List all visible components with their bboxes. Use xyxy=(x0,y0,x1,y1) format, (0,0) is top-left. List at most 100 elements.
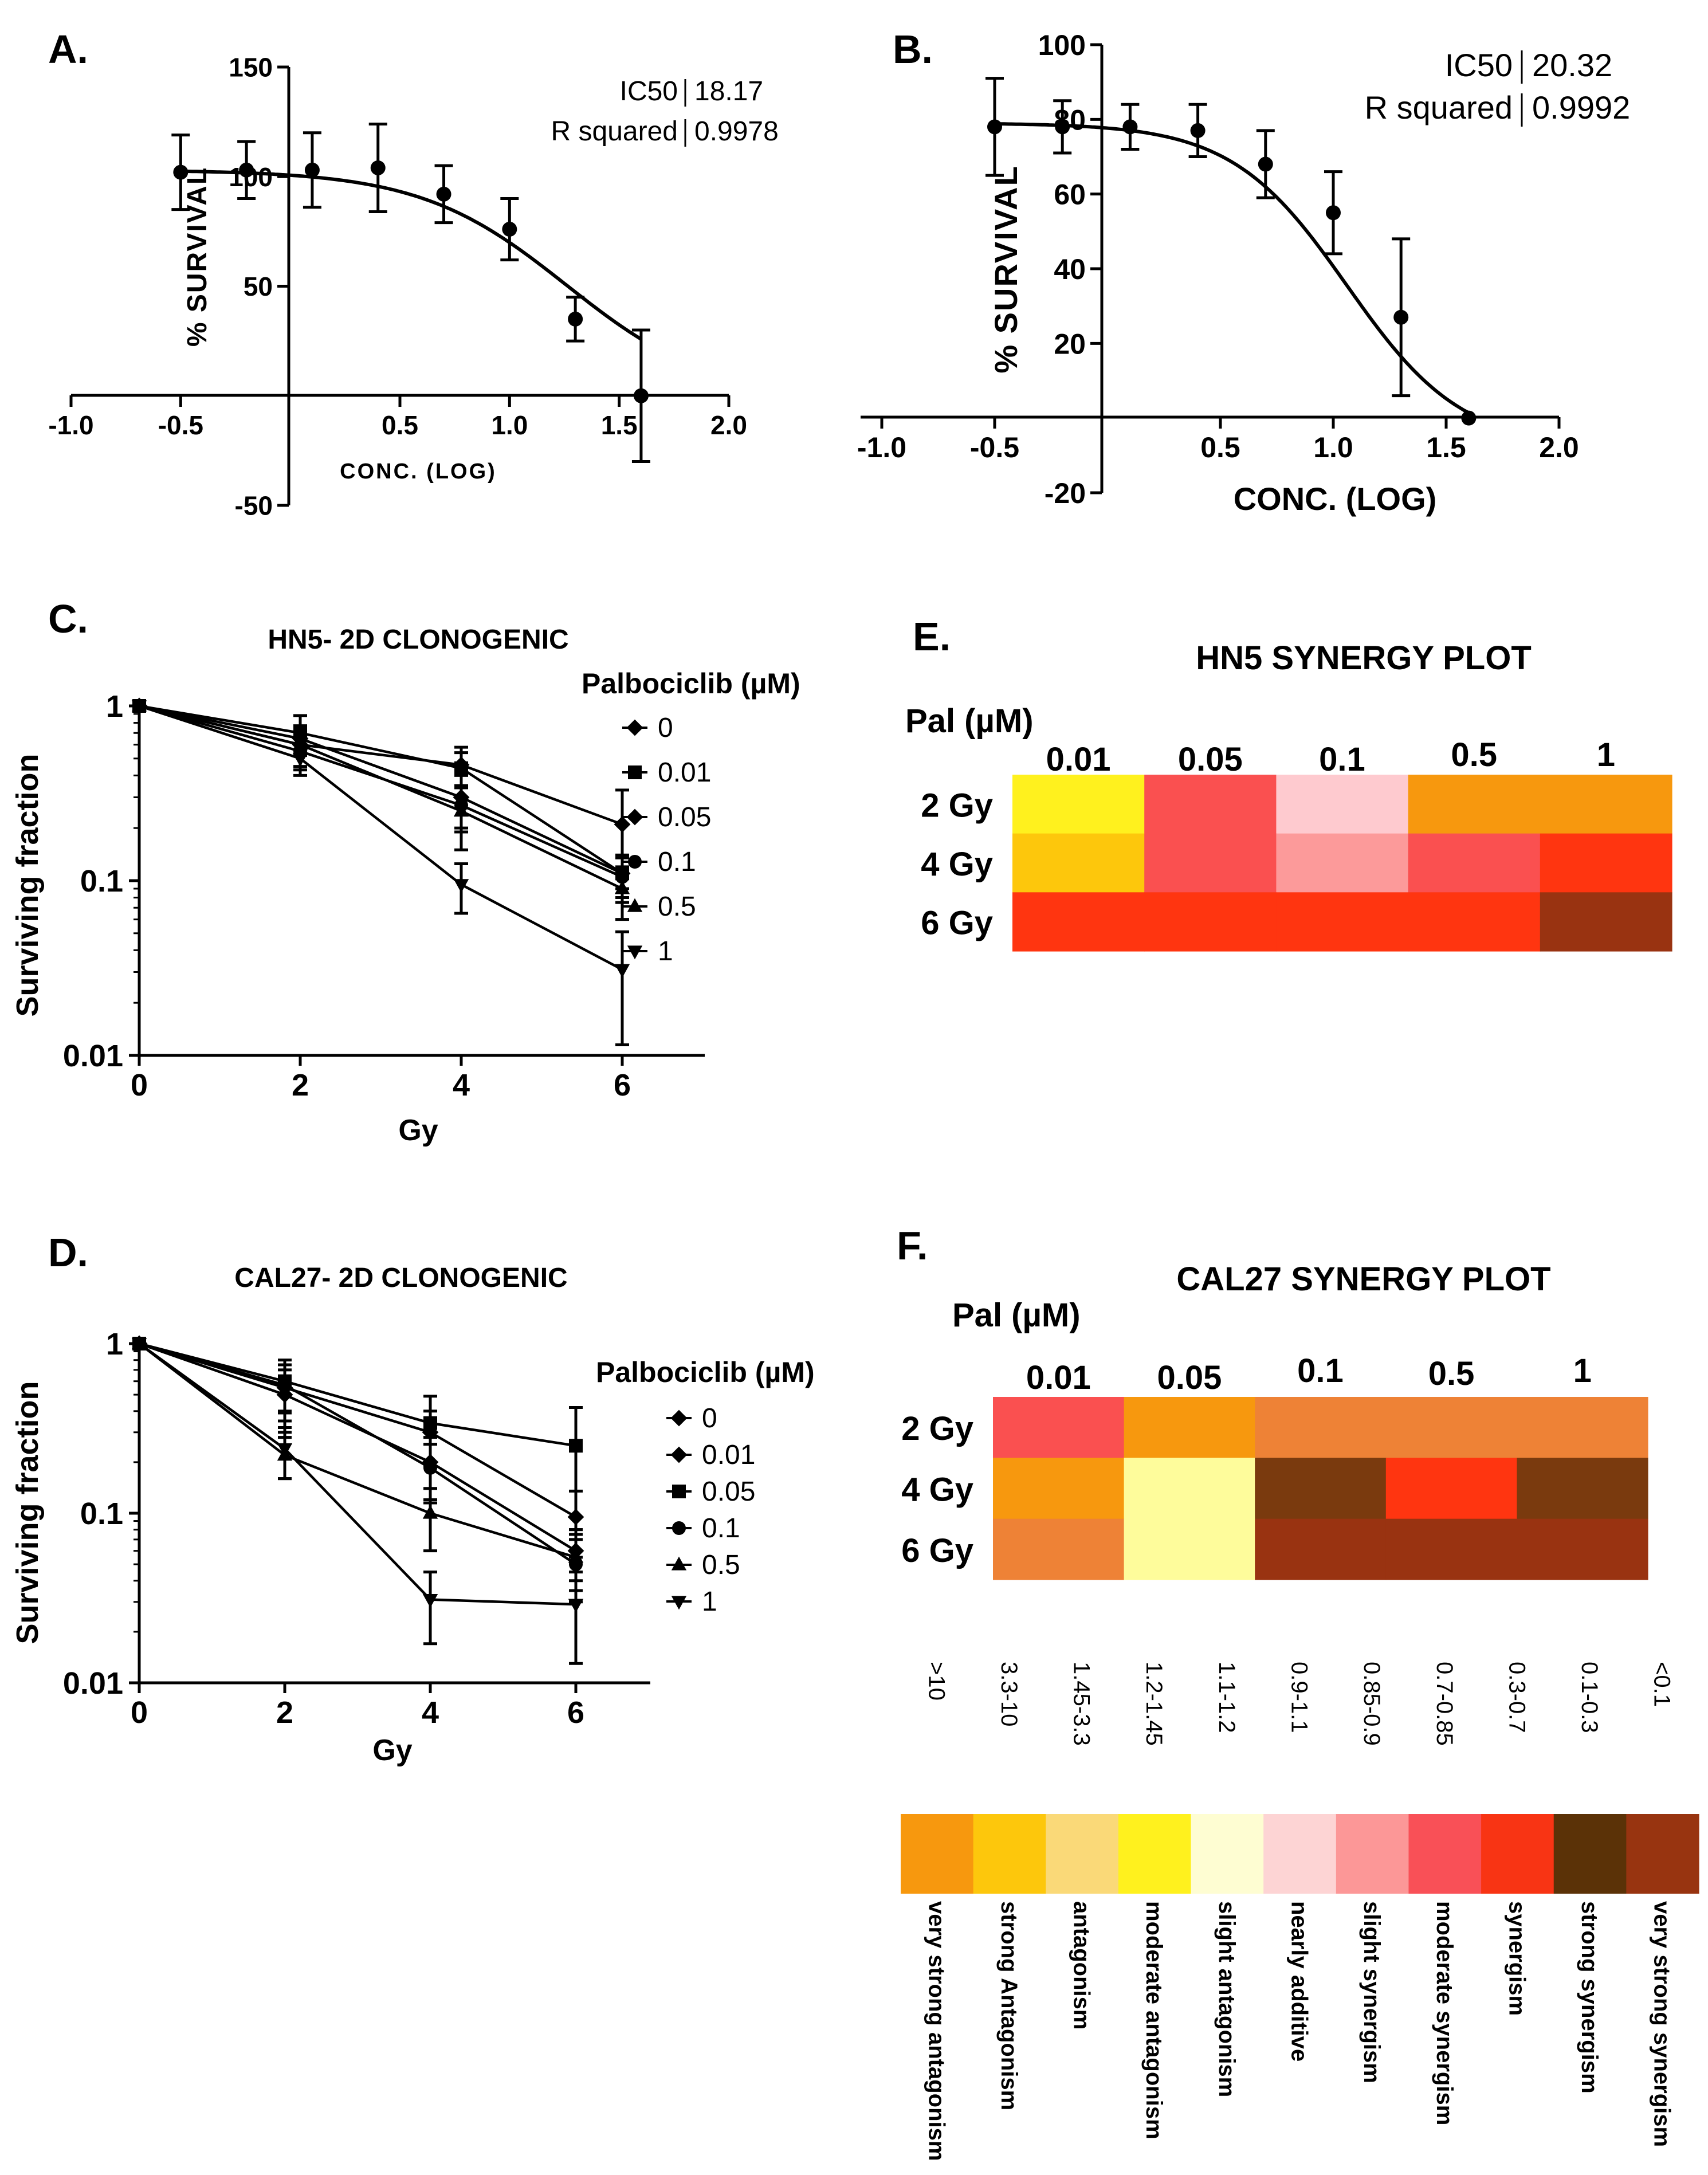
panel-a-stats: IC50 18.17 R squared 0.9978 xyxy=(551,76,779,147)
data-marker-triangle-down xyxy=(671,1596,687,1610)
scale-swatch xyxy=(901,1814,974,1894)
scale-category-label: slight antagonism xyxy=(1214,1901,1239,2097)
panel-b-ic50-label: IC50 xyxy=(1445,47,1513,83)
data-marker-triangle-up xyxy=(453,803,469,817)
heatmap-cell xyxy=(1276,892,1409,952)
panel-c-title: HN5- 2D CLONOGENIC xyxy=(268,625,568,655)
heatmap-cell xyxy=(1408,892,1541,952)
panel-e-title: HN5 SYNERGY PLOT xyxy=(1196,639,1532,677)
heatmap-cell xyxy=(1012,833,1145,893)
heatmap-cell xyxy=(993,1518,1125,1580)
x-tick-label: 1.5 xyxy=(601,410,638,440)
scale-swatch xyxy=(1408,1814,1482,1894)
panel-c-plot: 0 2 4 6 1 0.1 0.01 Gy Surviving fraction Palb… xyxy=(10,668,800,1147)
heatmap-cell xyxy=(1255,1458,1387,1520)
legend-label: 0.1 xyxy=(658,847,696,877)
heatmap-cell xyxy=(1408,775,1541,834)
heatmap-cell xyxy=(1012,892,1145,952)
x-tick-label: 1.0 xyxy=(491,410,528,440)
x-tick-label: 2 xyxy=(292,1068,309,1102)
heatmap-cell xyxy=(1124,1397,1255,1458)
panel-b-rsq-label: R squared xyxy=(1365,89,1513,125)
data-point xyxy=(633,388,649,403)
panel-f-letter: F. xyxy=(897,1223,928,1268)
x-tick-label: -1.0 xyxy=(48,410,93,440)
data-point xyxy=(987,119,1002,135)
scale-category-label: moderate synergism xyxy=(1432,1901,1457,2125)
legend-label: 1 xyxy=(658,936,673,967)
heatmap-row-label: 6 Gy xyxy=(921,905,993,942)
x-tick-label: 0 xyxy=(131,1695,148,1730)
y-tick-label: 40 xyxy=(1054,253,1086,285)
panel-d-x-label: Gy xyxy=(372,1734,412,1767)
scale-category-label: antagonism xyxy=(1069,1901,1094,2029)
scale-category-label: moderate antagonism xyxy=(1141,1901,1167,2139)
heatmap-column-label: 0.1 xyxy=(1319,741,1365,778)
heatmap-column-label: 1 xyxy=(1597,736,1615,774)
x-tick-label: 4 xyxy=(453,1068,470,1102)
scale-swatch xyxy=(1553,1814,1627,1894)
scale-range-label: >10 xyxy=(924,1662,949,1701)
scale-range-label: 0.85-0.9 xyxy=(1359,1662,1384,1746)
data-marker-triangle-up xyxy=(671,1556,687,1571)
panel-f: F. CAL27 SYNERGY PLOT Pal (µM) 0.01 0.05 0… xyxy=(897,1223,1648,1580)
data-marker-circle xyxy=(672,1521,686,1535)
data-marker-square xyxy=(569,1439,583,1453)
y-tick-label: 0.1 xyxy=(80,864,123,898)
series-line xyxy=(139,1342,577,1552)
heatmap-cell xyxy=(1124,1518,1255,1580)
scale-range-label: 0.7-0.85 xyxy=(1432,1662,1457,1746)
panel-a-x-label: CONC. (LOG) xyxy=(340,460,497,484)
heatmap-cell xyxy=(1517,1397,1648,1458)
data-marker-triangle-down xyxy=(453,879,469,893)
y-tick-label: 150 xyxy=(229,53,273,83)
y-tick-label: 0.1 xyxy=(80,1497,123,1531)
data-point xyxy=(1258,156,1273,172)
data-marker-triangle-down xyxy=(627,945,643,960)
data-marker-triangle-down xyxy=(277,1443,293,1457)
panel-a-ic50-value: 18.17 xyxy=(694,76,763,107)
scale-range-label: 1.2-1.45 xyxy=(1141,1662,1167,1746)
scale-range-label: 0.9-1.1 xyxy=(1287,1662,1312,1733)
y-tick-label: 50 xyxy=(244,272,273,301)
panel-d-plot: 0 2 4 6 1 0.1 0.01 Gy Surviving fraction Palb… xyxy=(10,1327,815,1767)
series-line xyxy=(139,704,623,875)
x-tick-label: -1.0 xyxy=(857,431,906,464)
heatmap-row-label: 6 Gy xyxy=(901,1532,973,1569)
scale-swatch xyxy=(1263,1814,1337,1894)
heatmap-cell xyxy=(1124,1458,1255,1520)
legend-label: 0.01 xyxy=(658,757,711,788)
x-tick-label: 0 xyxy=(131,1068,148,1102)
panel-c: C. HN5- 2D CLONOGENIC 0 2 4 6 1 0.1 0.01 Gy S… xyxy=(10,596,800,1147)
panel-c-legend-title: Palbociclib (µM) xyxy=(582,668,800,700)
series-line xyxy=(139,1342,577,1518)
scale-swatch xyxy=(973,1814,1046,1894)
y-tick-label: -20 xyxy=(1045,477,1086,509)
heatmap-cell xyxy=(1385,1518,1517,1580)
scale-range-label: 0.3-0.7 xyxy=(1504,1662,1529,1733)
data-marker-diamond xyxy=(614,816,631,833)
data-point xyxy=(1055,119,1070,135)
data-marker-triangle-down xyxy=(131,700,147,714)
panel-c-y-label: Surviving fraction xyxy=(10,753,45,1016)
y-tick-label: 100 xyxy=(1038,29,1086,61)
x-tick-label: 6 xyxy=(614,1068,631,1102)
heatmap-cell xyxy=(1540,775,1672,834)
legend-label: 1 xyxy=(702,1587,717,1617)
data-marker-diamond xyxy=(670,1446,688,1463)
series-line xyxy=(139,1342,576,1447)
legend-label: 0 xyxy=(658,713,673,743)
y-tick-label: 0.01 xyxy=(63,1666,123,1701)
x-tick-label: 1.0 xyxy=(1313,431,1353,464)
heatmap-cell xyxy=(1255,1518,1387,1580)
data-marker-triangle-down xyxy=(131,1338,147,1352)
x-tick-label: 4 xyxy=(422,1695,439,1730)
data-marker-circle xyxy=(628,855,642,869)
panel-a-rsq-value: 0.9978 xyxy=(694,116,779,147)
scale-swatch xyxy=(1481,1814,1554,1894)
scale-range-label: <0.1 xyxy=(1650,1662,1675,1707)
heatmap-row-label: 2 Gy xyxy=(901,1410,973,1447)
panel-e-axis-label: Pal (µM) xyxy=(905,702,1034,740)
